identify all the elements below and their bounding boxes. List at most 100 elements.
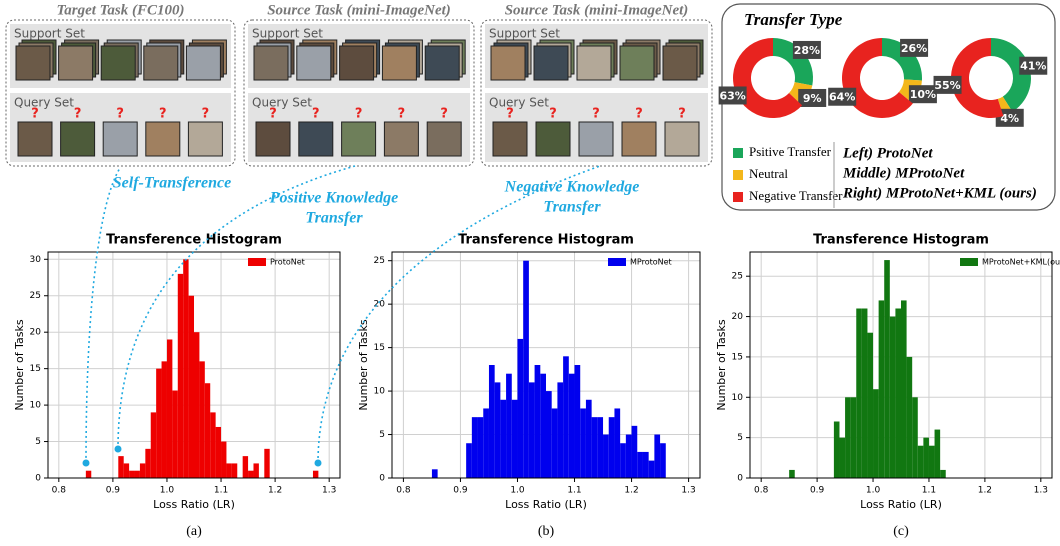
x-tick-label: 0.8 xyxy=(396,486,411,496)
histogram-bar xyxy=(204,383,211,478)
connectors xyxy=(82,165,601,467)
y-axis-label: Number of Tasks xyxy=(357,319,370,411)
histogram-bar xyxy=(517,338,524,478)
histogram-bar xyxy=(253,463,259,478)
panel-title: Source Task (mini-ImageNet) xyxy=(267,2,451,18)
histogram-bar xyxy=(534,365,541,478)
query-mark: ? xyxy=(592,107,600,122)
support-image xyxy=(253,45,289,81)
support-image xyxy=(185,45,221,81)
histogram-bar xyxy=(177,273,184,478)
x-tick-label: 1.1 xyxy=(567,486,581,496)
panel-frame xyxy=(243,19,475,167)
histogram-bar xyxy=(597,417,604,478)
task-panel: Source Task (mini-ImageNet) Support Set Qu… xyxy=(480,2,713,167)
y-tick-label: 10 xyxy=(30,401,42,411)
support-image xyxy=(490,45,526,81)
value-label-box xyxy=(798,88,827,107)
y-tick-label: 30 xyxy=(30,255,42,265)
support-image xyxy=(339,45,375,81)
histogram-bar xyxy=(156,368,162,478)
legend-swatch xyxy=(733,192,743,202)
y-tick-label: 10 xyxy=(732,393,744,403)
histogram-bar xyxy=(134,470,140,478)
annotation: Self-Transference xyxy=(113,175,232,192)
histogram-bar xyxy=(488,365,495,478)
query-mark: ? xyxy=(635,107,643,122)
plot-frame xyxy=(47,251,341,479)
marker-dot xyxy=(82,459,90,467)
histogram-bar xyxy=(580,408,586,478)
y-axis-label: Number of Tasks xyxy=(715,319,728,411)
histogram-bar xyxy=(511,399,518,478)
histogram-bar xyxy=(856,308,862,478)
histogram-bar xyxy=(188,295,194,478)
y-tick-label: 25 xyxy=(30,291,41,301)
query-mark: ? xyxy=(440,107,448,122)
histogram-bar xyxy=(642,451,649,478)
histogram-bar xyxy=(85,470,92,478)
legend-swatch xyxy=(608,258,626,266)
histogram-bar xyxy=(878,300,885,478)
legend-swatch xyxy=(248,258,266,266)
histogram-bar xyxy=(928,445,935,478)
query-image xyxy=(145,121,181,157)
legend-label: ProtoNet xyxy=(270,258,305,267)
support-label: Support Set xyxy=(489,27,560,41)
value-label: 64% xyxy=(829,91,855,104)
query-image xyxy=(578,121,614,157)
histogram-bar xyxy=(540,373,546,478)
histogram-bar xyxy=(494,382,501,478)
legend-swatch xyxy=(733,148,743,158)
query-image xyxy=(341,121,377,157)
histogram-bar xyxy=(242,456,249,478)
y-tick-label: 0 xyxy=(737,474,743,484)
legend: MProtoNet+KML(ours) xyxy=(960,258,1060,267)
histogram-bar xyxy=(551,408,558,478)
y-tick-label: 20 xyxy=(374,300,386,310)
query-mark: ? xyxy=(678,107,686,122)
query-label: Query Set xyxy=(14,96,74,110)
annotation: Transfer xyxy=(305,210,363,227)
value-label-box xyxy=(933,75,962,94)
histogram-bar xyxy=(477,417,484,478)
support-image xyxy=(424,45,460,81)
support-image xyxy=(576,45,612,81)
value-label-box xyxy=(718,86,747,105)
annotation: Transfer xyxy=(543,199,601,216)
query-image xyxy=(492,121,528,157)
query-image xyxy=(621,121,657,157)
histogram-bar xyxy=(620,443,626,478)
histogram-bar xyxy=(873,389,879,478)
histogram-bar xyxy=(226,463,232,478)
query-image xyxy=(664,121,700,157)
legend-label: Negative Transfer xyxy=(749,188,843,203)
annotation: Negative Knowledge xyxy=(504,179,640,196)
x-tick-label: 1.2 xyxy=(978,486,992,496)
histogram-bar xyxy=(923,437,929,478)
histogram-bar xyxy=(483,408,489,478)
histogram-bar xyxy=(210,412,216,478)
value-label-box xyxy=(1019,56,1048,75)
donut-segment xyxy=(732,38,803,118)
histogram-bar xyxy=(161,361,167,478)
query-mark: ? xyxy=(355,107,363,122)
query-label: Query Set xyxy=(252,96,312,110)
histogram-bar xyxy=(867,332,874,478)
histogram-bar xyxy=(563,356,569,478)
support-label: Support Set xyxy=(252,27,323,41)
x-axis-label: Loss Ratio (LR) xyxy=(153,498,235,511)
legend-swatch xyxy=(733,170,743,180)
histogram-bar xyxy=(431,469,438,478)
histogram-bar xyxy=(118,456,124,478)
x-tick-label: 1.2 xyxy=(624,486,638,496)
query-image xyxy=(17,121,53,157)
histogram-bar xyxy=(574,365,581,478)
panel-title: Source Task (mini-ImageNet) xyxy=(505,2,689,18)
query-image xyxy=(426,121,462,157)
annotation: Positive Knowledge xyxy=(269,190,398,207)
histogram-bar xyxy=(845,397,851,478)
histogram-bar xyxy=(145,448,151,478)
value-label-box xyxy=(995,108,1024,127)
